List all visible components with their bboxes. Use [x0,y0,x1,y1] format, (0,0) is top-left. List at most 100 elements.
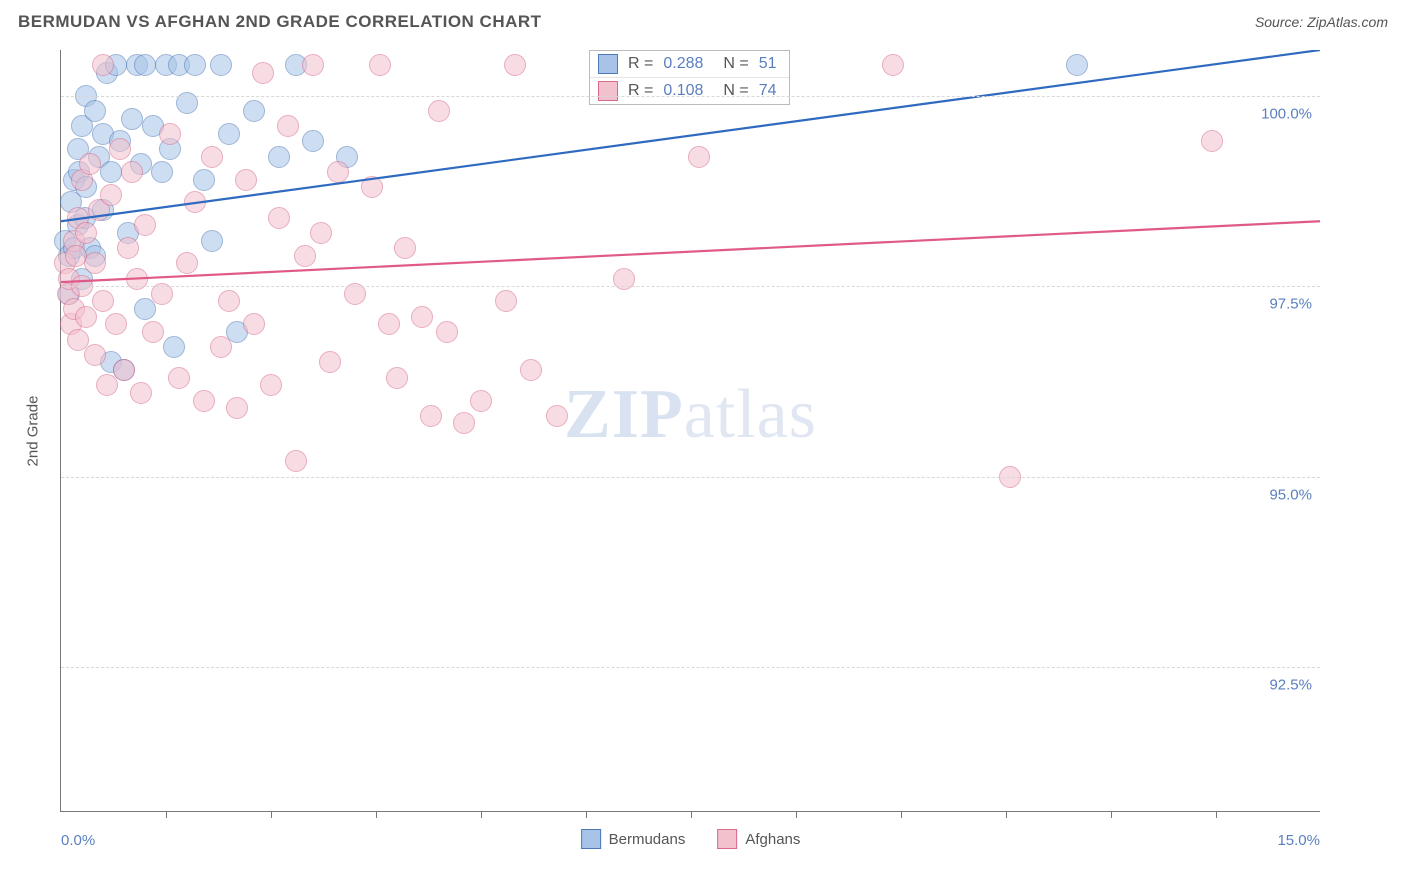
data-point [201,146,223,168]
gridline [61,667,1320,668]
data-point [285,450,307,472]
x-tick [376,811,377,818]
data-point [201,230,223,252]
data-point [504,54,526,76]
chart-header: BERMUDAN VS AFGHAN 2ND GRADE CORRELATION… [18,12,1388,32]
chart-source: Source: ZipAtlas.com [1255,14,1388,30]
data-point [79,153,101,175]
data-point [428,100,450,122]
y-tick-label: 97.5% [1269,296,1312,313]
data-point [302,130,324,152]
data-point [243,313,265,335]
data-point [210,336,232,358]
x-tick [901,811,902,818]
data-point [130,382,152,404]
data-point [75,306,97,328]
data-point [495,290,517,312]
data-point [235,169,257,191]
data-point [369,54,391,76]
plot-area: ZIPatlas 2nd Grade R = 0.288 N = 51 R = … [60,50,1320,812]
data-point [252,62,274,84]
data-point [100,161,122,183]
data-point [142,321,164,343]
data-point [75,222,97,244]
x-tick [271,811,272,818]
y-axis-title: 2nd Grade [25,395,42,466]
legend-item-afghans: Afghans [717,829,800,849]
data-point [319,351,341,373]
data-point [386,367,408,389]
legend-label-bermudans: Bermudans [609,831,686,848]
gridline [61,286,1320,287]
y-tick-label: 92.5% [1269,677,1312,694]
n-value-afghans: 74 [759,82,777,100]
gridline [61,477,1320,478]
data-point [420,405,442,427]
gridline [61,96,1320,97]
swatch-bermudans [598,54,618,74]
data-point [184,54,206,76]
data-point [210,54,232,76]
data-point [453,412,475,434]
x-tick [166,811,167,818]
data-point [260,374,282,396]
r-value-afghans: 0.108 [663,82,703,100]
watermark: ZIPatlas [564,375,817,455]
legend-swatch-afghans [717,829,737,849]
data-point [218,290,240,312]
data-point [302,54,324,76]
data-point [243,100,265,122]
stat-box: R = 0.288 N = 51 R = 0.108 N = 74 [589,50,790,105]
data-point [193,390,215,412]
data-point [268,207,290,229]
data-point [105,313,127,335]
data-point [310,222,332,244]
data-point [226,397,248,419]
data-point [159,123,181,145]
swatch-afghans [598,81,618,101]
data-point [277,115,299,137]
legend-swatch-bermudans [581,829,601,849]
n-value-bermudans: 51 [759,55,777,73]
data-point [84,100,106,122]
data-point [361,176,383,198]
legend-item-bermudans: Bermudans [581,829,686,849]
legend: Bermudans Afghans [581,829,801,849]
legend-label-afghans: Afghans [745,831,800,848]
stat-row-afghans: R = 0.108 N = 74 [590,77,789,104]
data-point [184,191,206,213]
data-point [294,245,316,267]
data-point [134,298,156,320]
data-point [92,290,114,312]
x-axis-max-label: 15.0% [1277,832,1320,849]
data-point [411,306,433,328]
y-tick-label: 100.0% [1261,105,1312,122]
data-point [92,54,114,76]
data-point [84,252,106,274]
x-tick [1216,811,1217,818]
data-point [688,146,710,168]
data-point [134,54,156,76]
data-point [1066,54,1088,76]
data-point [109,138,131,160]
data-point [121,108,143,130]
x-tick [586,811,587,818]
data-point [546,405,568,427]
data-point [394,237,416,259]
data-point [520,359,542,381]
x-tick [481,811,482,818]
data-point [84,344,106,366]
data-point [134,214,156,236]
r-value-bermudans: 0.288 [663,55,703,73]
x-tick [691,811,692,818]
data-point [470,390,492,412]
data-point [96,374,118,396]
chart-frame: ZIPatlas 2nd Grade R = 0.288 N = 51 R = … [18,40,1388,870]
data-point [378,313,400,335]
data-point [436,321,458,343]
data-point [151,161,173,183]
trend-line [61,221,1320,282]
y-tick-label: 95.0% [1269,486,1312,503]
data-point [193,169,215,191]
x-tick [1111,811,1112,818]
